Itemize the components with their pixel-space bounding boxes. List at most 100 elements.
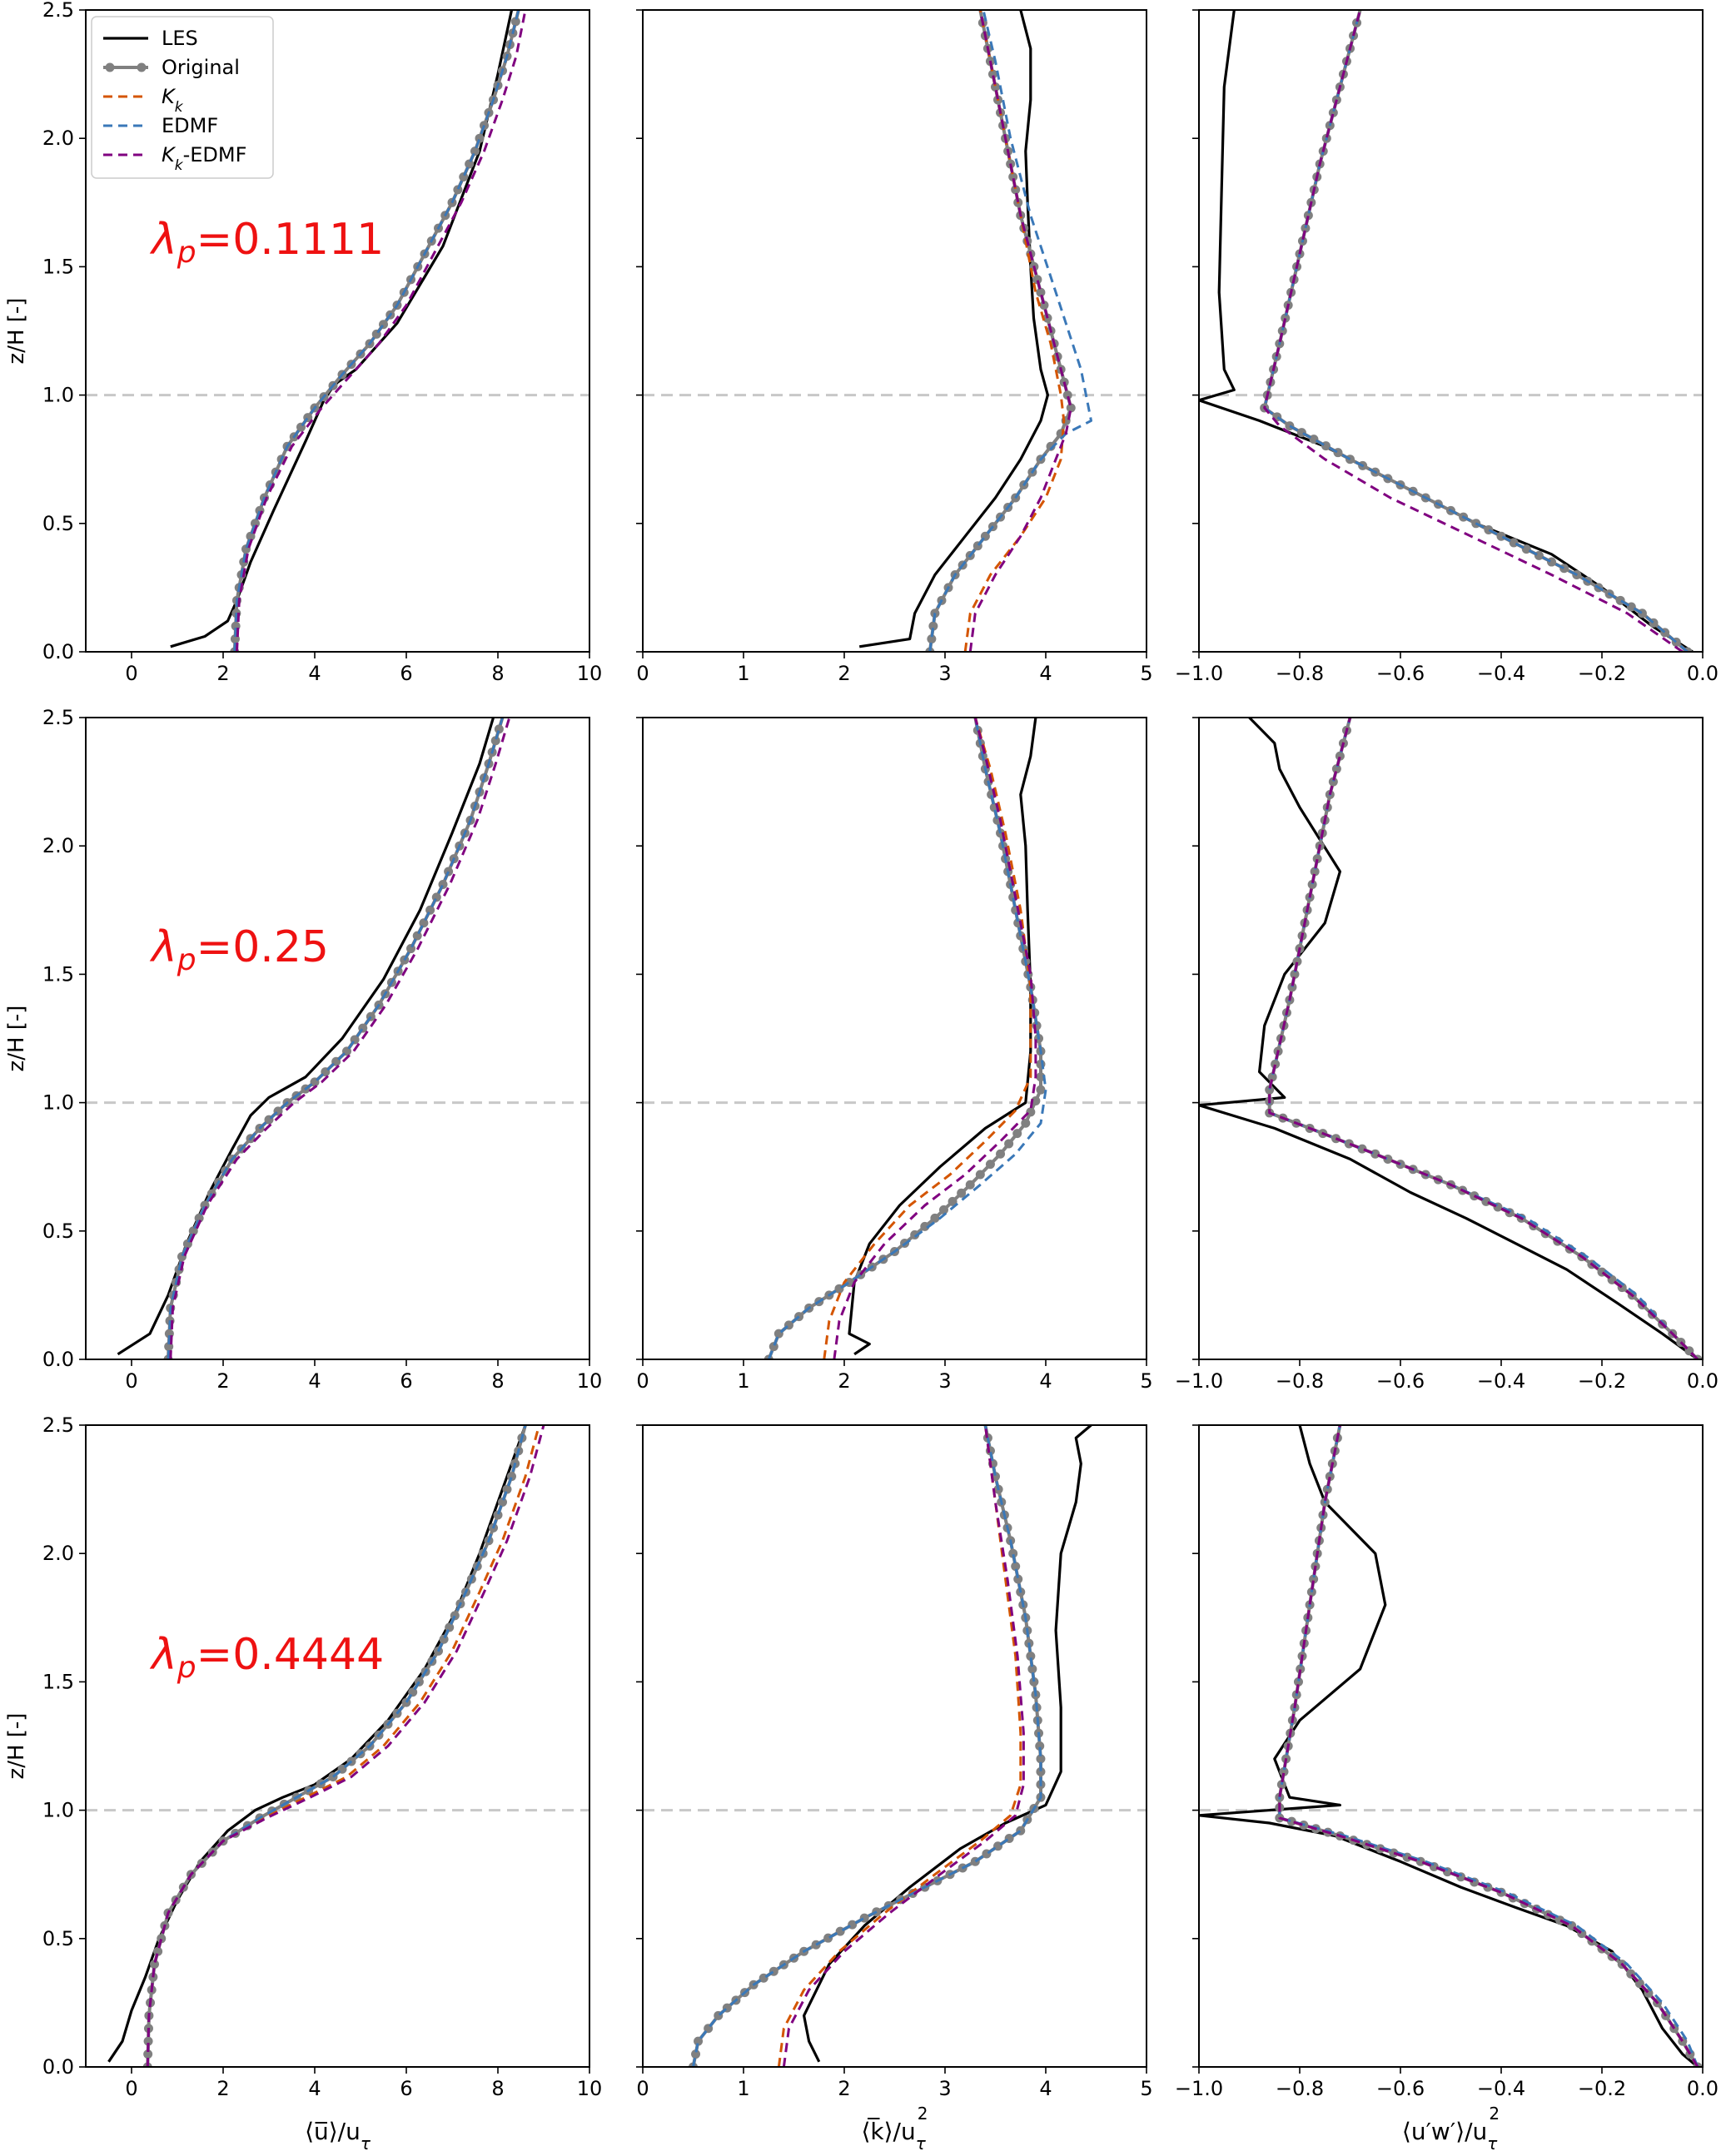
series-line-kk xyxy=(1268,718,1699,1359)
series-marker xyxy=(1309,1574,1319,1584)
x-tick-label: 1 xyxy=(737,662,749,685)
legend-label-kk: Kk xyxy=(162,85,184,116)
legend-label-main: EDMF xyxy=(162,114,218,137)
plot-area xyxy=(1199,718,1703,1359)
x-tick-label: 6 xyxy=(400,1369,412,1393)
legend-label-main: K xyxy=(162,85,177,108)
x-tick-label: 5 xyxy=(1140,662,1152,685)
series-marker xyxy=(1039,301,1049,310)
series-line-kkedmf xyxy=(968,10,1072,652)
series-marker xyxy=(493,1510,503,1520)
series-line-les xyxy=(802,1425,1092,2063)
series-marker xyxy=(459,171,469,181)
series-marker xyxy=(938,1205,948,1215)
lambda-value: =0.4444 xyxy=(196,1630,385,1680)
series-marker xyxy=(1027,1664,1037,1674)
legend-label-kkedmf: Kk-EDMF xyxy=(162,143,246,174)
series-line-kk xyxy=(823,718,1032,1359)
lambda-subscript: p xyxy=(177,1651,196,1685)
series-marker xyxy=(445,1622,455,1632)
y-tick-label: 0.5 xyxy=(42,512,74,535)
series-line-orig xyxy=(767,718,1042,1359)
x-tick-label: −0.6 xyxy=(1376,662,1425,685)
series-marker xyxy=(450,1611,460,1621)
y-tick-label: 2.5 xyxy=(42,1413,74,1437)
series-marker xyxy=(1008,1548,1018,1558)
x-axis-label-main: ⟨u′w′⟩/u xyxy=(1402,2118,1487,2145)
lambda-symbol: λ xyxy=(149,1630,177,1680)
x-tick-label: 4 xyxy=(1039,2077,1052,2100)
series-marker xyxy=(910,1230,920,1239)
series-line-edmf xyxy=(233,10,520,652)
y-tick-label: 0.5 xyxy=(42,1220,74,1243)
series-marker xyxy=(930,1213,940,1223)
series-marker xyxy=(1559,564,1569,574)
series-line-les xyxy=(1199,10,1694,652)
series-marker xyxy=(1286,1816,1296,1826)
series-marker xyxy=(1534,550,1544,560)
x-axis-label-sup: 2 xyxy=(1489,2104,1500,2124)
series-line-kk xyxy=(777,1425,1022,2067)
series-markers-orig xyxy=(1260,17,1693,652)
series-marker xyxy=(412,931,422,941)
series-marker xyxy=(143,2049,153,2059)
series-marker xyxy=(1279,1766,1289,1776)
x-tick-label: −1.0 xyxy=(1175,2077,1223,2100)
x-tick-label: 5 xyxy=(1140,1369,1152,1393)
series-line-edmf xyxy=(146,1425,527,2067)
series-marker xyxy=(859,1913,869,1923)
y-tick-label: 1.5 xyxy=(42,1670,74,1693)
x-tick-label: 2 xyxy=(216,1369,229,1393)
series-marker xyxy=(1277,326,1287,335)
x-axis-label-sub: τ xyxy=(916,2134,927,2154)
series-marker xyxy=(928,621,938,631)
series-marker xyxy=(1322,1484,1332,1494)
x-tick-label: 8 xyxy=(491,2077,504,2100)
series-line-orig xyxy=(146,1425,527,2067)
series-marker xyxy=(1012,1129,1022,1139)
x-tick-label: 10 xyxy=(577,2077,603,2100)
axes-frame xyxy=(1198,1424,1704,2068)
x-tick-label: −0.2 xyxy=(1578,1369,1626,1393)
series-line-les xyxy=(848,718,1037,1356)
series-marker xyxy=(438,879,448,889)
series-marker xyxy=(1035,1741,1045,1751)
series-line-orig xyxy=(1262,10,1689,652)
series-marker xyxy=(1301,223,1311,233)
series-marker xyxy=(1309,435,1319,445)
series-line-edmf xyxy=(692,1425,1042,2067)
series-marker xyxy=(1062,390,1072,400)
x-tick-label: −0.4 xyxy=(1477,2077,1525,2100)
series-marker xyxy=(439,1634,449,1644)
series-marker xyxy=(1328,107,1338,117)
panel-uw-lp0.4444: −1.0 −0.8 −0.6 −0.4 −0.2 0.0 ⟨u′w′⟩/uτ 2 xyxy=(1175,1424,1719,2154)
y-axis-label: z/H [-] xyxy=(4,1006,29,1072)
panel-uw-lp0.25: −1.0 −0.8 −0.6 −0.4 −0.2 0.0 xyxy=(1175,717,1719,1393)
x-tick-label: −0.6 xyxy=(1376,1369,1425,1393)
series-marker xyxy=(1021,1118,1031,1128)
series-marker xyxy=(975,1170,985,1180)
legend-label-orig: Original xyxy=(162,56,240,79)
series-marker xyxy=(1031,1096,1041,1106)
series-marker xyxy=(691,2049,701,2059)
series-marker xyxy=(470,147,480,156)
series-marker xyxy=(1547,557,1556,567)
axes-frame xyxy=(85,717,590,1360)
panel-k-lp0.1111: 0 1 2 3 4 5 xyxy=(636,9,1153,685)
y-tick-label: 1.5 xyxy=(42,962,74,986)
x-tick-label: 0 xyxy=(636,2077,649,2100)
series-marker xyxy=(453,185,463,195)
axes-frame xyxy=(85,1424,590,2068)
y-tick-label: 0.5 xyxy=(42,1927,74,1950)
x-tick-label: 10 xyxy=(577,1369,603,1393)
series-line-kk xyxy=(167,718,504,1359)
x-axis-label-sub: τ xyxy=(361,2134,371,2154)
series-marker xyxy=(1036,1072,1046,1082)
series-marker xyxy=(1496,531,1506,541)
series-line-kkedmf xyxy=(236,10,527,652)
plot-area xyxy=(107,1425,545,2067)
legend-label-main: K xyxy=(162,143,177,166)
series-markers-orig xyxy=(142,1433,527,2067)
series-marker xyxy=(157,1934,167,1944)
